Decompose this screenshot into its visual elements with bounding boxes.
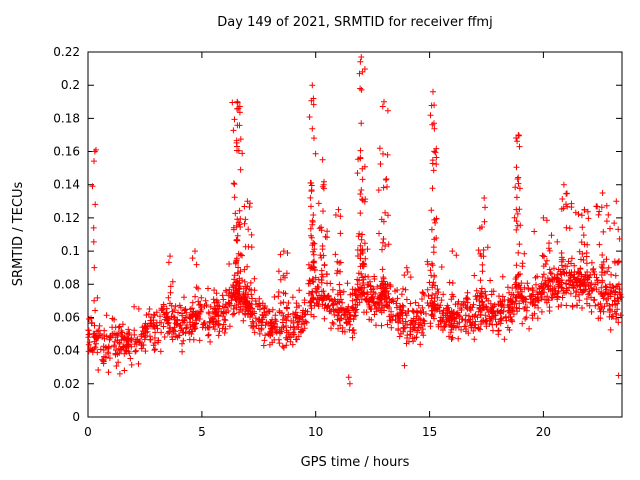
x-tick-label-5: 5 <box>198 425 206 439</box>
y-tick-label-0.04: 0.04 <box>53 344 80 358</box>
plot-frame <box>87 51 623 418</box>
x-axis-label: GPS time / hours <box>301 455 410 470</box>
x-tick-label-20: 20 <box>536 425 551 439</box>
y-tick-label-0.16: 0.16 <box>53 145 80 159</box>
y-tick-label-0.08: 0.08 <box>53 277 80 291</box>
axis-ticks <box>87 51 622 418</box>
y-tick-label-0.02: 0.02 <box>53 377 80 391</box>
y-tick-label-0.22: 0.22 <box>53 45 80 59</box>
chart-title: Day 149 of 2021, SRMTID for receiver ffm… <box>217 15 492 30</box>
y-tick-label-0: 0 <box>72 410 80 424</box>
plot-border <box>87 51 623 418</box>
x-tick-label-15: 15 <box>422 425 437 439</box>
y-tick-label-0.1: 0.1 <box>61 244 80 258</box>
y-tick-label-0.14: 0.14 <box>53 178 80 192</box>
scatter-points-path <box>85 54 625 387</box>
tick-labels: 0 5 10 15 20 0 0.02 0.04 0.06 0.08 0.1 0.12 0.14 0.16… <box>53 45 551 439</box>
scatter-points <box>85 54 625 387</box>
y-tick-label-0.06: 0.06 <box>53 311 80 325</box>
x-tick-label-10: 10 <box>308 425 323 439</box>
y-tick-label-0.2: 0.2 <box>61 78 80 92</box>
y-tick-label-0.18: 0.18 <box>53 111 80 125</box>
x-tick-label-0: 0 <box>84 425 92 439</box>
tick-marks <box>87 51 622 418</box>
y-axis-label: SRMTID / TECUs <box>11 182 26 287</box>
y-tick-label-0.12: 0.12 <box>53 211 80 225</box>
